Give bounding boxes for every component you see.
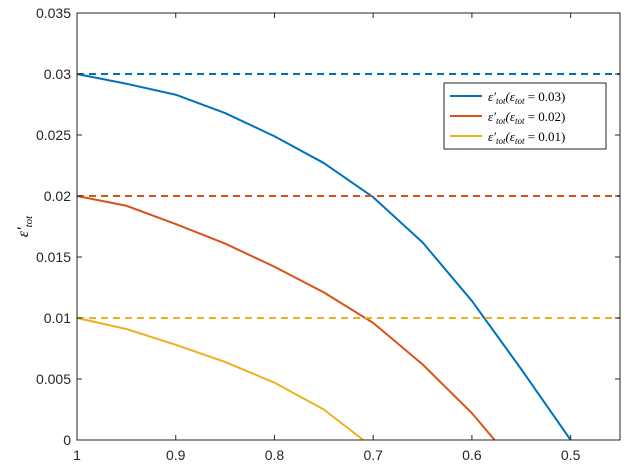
legend-label: ε′tot(εtot = 0.03) — [488, 89, 565, 106]
y-axis-label-main: ε′ — [15, 227, 32, 237]
x-tick-label: 1 — [73, 447, 81, 463]
series-line-2 — [76, 317, 364, 441]
ticks-layer: 1 0.9 0.8 0.7 0.6 0.5 0 0.005 0.01 0.015 0.02 0.025… — [36, 5, 620, 463]
y-tick-label: 0.015 — [36, 249, 71, 265]
series-layer — [76, 73, 620, 441]
y-axis-label-sub: tot — [23, 215, 35, 228]
y-axis-label: ε′tot — [15, 215, 35, 237]
x-tick-label: 0.6 — [462, 447, 482, 463]
x-tick-label: 0.7 — [363, 447, 383, 463]
y-tick-label: 0.02 — [44, 188, 71, 204]
y-tick-label: 0.03 — [44, 66, 71, 82]
axes-box — [76, 12, 621, 441]
x-tick-label: 0.8 — [265, 447, 285, 463]
legend: ε′tot(εtot = 0.03) ε′tot(εtot = 0.02) ε′to… — [443, 82, 607, 150]
legend-label: ε′tot(εtot = 0.02) — [488, 109, 565, 126]
x-tick-label: 0.5 — [561, 447, 581, 463]
series-line-1 — [76, 195, 496, 441]
series-line-0 — [76, 73, 572, 441]
legend-label: ε′tot(εtot = 0.01) — [488, 129, 565, 146]
y-tick-label: 0 — [63, 432, 71, 448]
x-tick-label: 0.9 — [166, 447, 186, 463]
y-tick-label: 0.025 — [36, 127, 71, 143]
y-tick-label: 0.01 — [44, 310, 71, 326]
y-tick-label: 0.005 — [36, 371, 71, 387]
y-tick-label: 0.035 — [36, 5, 71, 21]
